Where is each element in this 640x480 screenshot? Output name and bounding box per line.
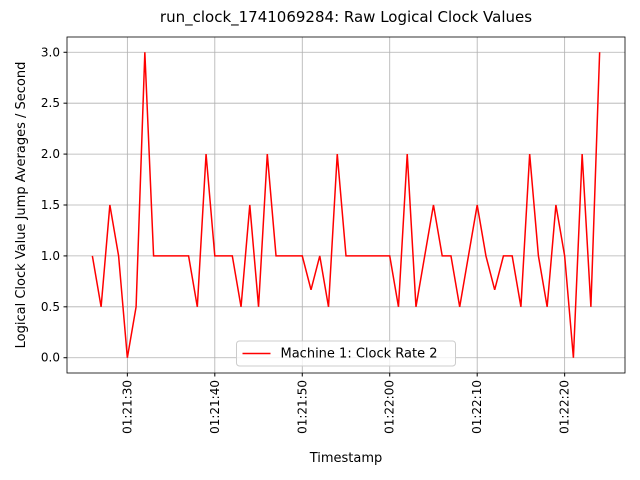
data-line: [91, 52, 601, 358]
plot-frame: [66, 36, 626, 374]
x-axis-label: Timestamp: [309, 451, 383, 466]
x-tick-label: 01:21:50: [295, 380, 309, 434]
x-tick-label: 01:21:30: [120, 380, 134, 434]
y-tick-label: 2.5: [41, 96, 60, 110]
legend-label: Machine 1: Clock Rate 2: [281, 347, 438, 362]
y-tick-label: 0.5: [41, 300, 60, 314]
x-tick-label: 01:22:00: [383, 380, 397, 434]
y-tick-label: 0.0: [41, 351, 60, 365]
y-tick-label: 3.0: [41, 45, 60, 59]
chart-title: run_clock_1741069284: Raw Logical Clock …: [160, 8, 532, 27]
y-tick-label: 1.5: [41, 198, 60, 212]
y-tick-label: 1.0: [41, 249, 60, 263]
legend-box: [236, 340, 456, 367]
x-tick-label: 01:22:10: [470, 380, 484, 434]
y-tick-label: 2.0: [41, 147, 60, 161]
x-tick-label: 01:22:20: [558, 380, 572, 434]
y-axis-label: Logical Clock Value Jump Averages / Seco…: [14, 62, 29, 349]
x-tick-label: 01:21:40: [208, 380, 222, 434]
